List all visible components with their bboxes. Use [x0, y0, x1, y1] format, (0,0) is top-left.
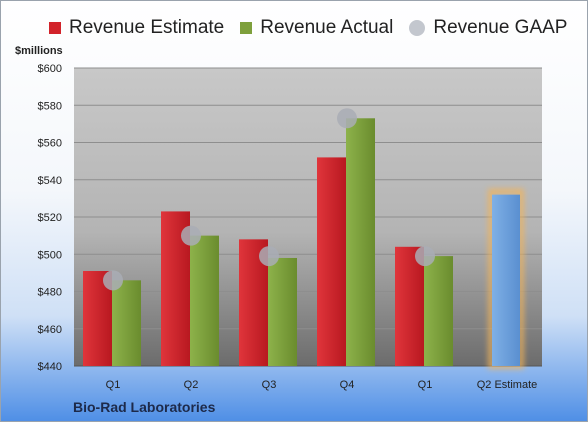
- y-tick-label: $600: [38, 63, 62, 75]
- y-tick-label: $540: [38, 175, 62, 187]
- bar-revenue-actual: [190, 235, 219, 366]
- bar-q2-estimate: [492, 194, 520, 366]
- y-tick-label: $500: [38, 249, 62, 261]
- bar-revenue-actual: [424, 256, 453, 366]
- legend-label-gaap: Revenue GAAP: [433, 17, 568, 38]
- marker-revenue-gaap: [259, 246, 279, 267]
- x-tick-label: Q2: [184, 379, 199, 391]
- marker-revenue-gaap: [103, 270, 123, 291]
- x-tick-label: Q2 Estimate: [477, 379, 538, 391]
- legend-marker-gaap: [409, 20, 426, 36]
- y-axis-unit-label: $millions: [15, 45, 63, 57]
- bar-revenue-actual: [346, 118, 375, 366]
- x-tick-label: Q4: [340, 379, 355, 391]
- y-tick-label: $480: [38, 287, 62, 299]
- y-tick-label: $560: [38, 138, 62, 150]
- y-tick-label: $460: [38, 324, 62, 336]
- x-tick-label: Q3: [262, 379, 277, 391]
- legend-swatch-estimate: [49, 22, 61, 34]
- bar-revenue-actual: [268, 257, 297, 366]
- marker-revenue-gaap: [415, 246, 435, 267]
- legend-swatch-actual: [240, 22, 253, 34]
- legend-item-actual: Revenue Actual: [240, 17, 393, 39]
- x-tick-label: Q1: [106, 379, 121, 391]
- y-tick-label: $580: [38, 100, 62, 112]
- y-tick-label: $520: [38, 212, 62, 224]
- bar-revenue-estimate: [395, 246, 424, 366]
- bar-revenue-estimate: [317, 157, 346, 366]
- legend: Revenue Estimate Revenue Actual Revenue …: [49, 17, 583, 39]
- y-tick-label: $440: [38, 361, 62, 373]
- legend-item-estimate: Revenue Estimate: [49, 17, 224, 39]
- bar-revenue-actual: [112, 280, 141, 366]
- legend-item-gaap: Revenue GAAP: [409, 17, 567, 39]
- x-tick-label: Q1: [418, 379, 433, 391]
- legend-label-actual: Revenue Actual: [260, 17, 394, 38]
- legend-label-estimate: Revenue Estimate: [69, 17, 225, 38]
- marker-revenue-gaap: [181, 225, 201, 246]
- marker-revenue-gaap: [337, 108, 357, 129]
- company-name: Bio-Rad Laboratories: [73, 399, 216, 415]
